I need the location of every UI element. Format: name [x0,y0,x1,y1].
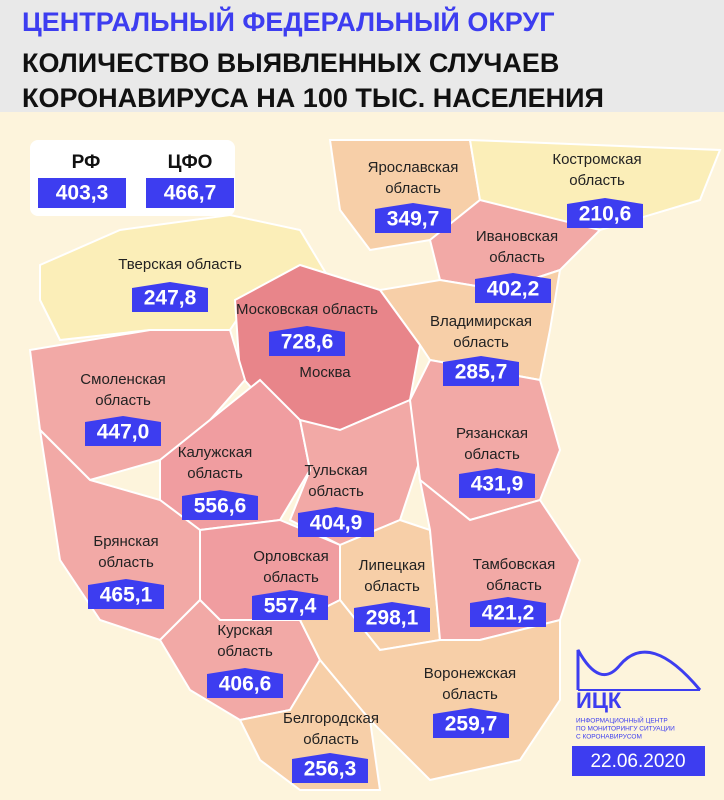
region-name: Орловская [253,548,328,565]
region-name: область [385,180,441,197]
header-band [0,0,724,112]
value-label: 285,7 [455,361,508,384]
summary-label: ЦФО [168,152,213,173]
logo-wave [576,649,702,691]
region-name: область [217,643,273,660]
logo-text: ИНФОРМАЦИОННЫЙ ЦЕНТР [576,716,668,725]
region-name: Тамбовская [473,556,556,573]
value-label: 404,9 [310,512,363,535]
title-line1: ЦЕНТРАЛЬНЫЙ ФЕДЕРАЛЬНЫЙ ОКРУГ [22,6,555,37]
map [28,138,722,791]
region-name: область [98,554,154,571]
value-box [207,668,283,698]
region-name: Калужская [178,444,252,461]
value-label: 556,6 [194,495,247,518]
value-label: 447,0 [97,421,150,444]
value-box [292,753,368,783]
region-name: Липецкая [359,557,426,574]
logo-abbr: ИЦК [576,688,622,713]
logo-text: С КОРОНАВИРУСОМ [576,734,642,741]
region-name: область [187,465,243,482]
summary-value: 466,7 [164,182,217,205]
region-name: область [303,731,359,748]
value-label: 298,1 [366,607,419,630]
region-name: область [464,446,520,463]
title-line2: КОЛИЧЕСТВО ВЫЯВЛЕННЫХ СЛУЧАЕВ [22,48,559,78]
value-box [269,326,345,356]
value-label: 349,7 [387,208,440,231]
date-box [572,746,705,776]
value-label: 406,6 [219,673,272,696]
value-label: 210,6 [579,203,632,226]
summary-value: 403,3 [56,182,109,205]
region-name: Тверская область [118,256,242,273]
summary-label: РФ [72,152,101,173]
value-box [567,198,643,228]
region-name: Костромская [552,151,641,168]
region-name: Ивановская [476,228,558,245]
region-name: Воронежская [424,665,516,682]
region-name: область [486,577,542,594]
value-box [146,178,234,208]
value-box [252,590,328,620]
value-box [375,203,451,233]
value-label: 247,8 [144,287,197,310]
value-label: 256,3 [304,758,357,781]
region-name: область [569,172,625,189]
value-box [85,416,161,446]
title-line3: КОРОНАВИРУСА НА 100 ТЫС. НАСЕЛЕНИЯ [22,83,604,113]
region-name: Брянская [93,533,158,550]
value-label: 557,4 [264,595,317,618]
region-name: Курская [217,622,272,639]
region-name: Московская область [236,301,378,318]
logo: ИЦК ИНФОРМАЦИОННЫЙ ЦЕНТР ПО МОНИТОРИНГУ … [572,649,705,776]
region-name: Владимирская [430,313,532,330]
value-box [459,468,535,498]
value-box [298,507,374,537]
value-label: 259,7 [445,713,498,736]
value-label: 431,9 [471,473,524,496]
region-name: область [489,249,545,266]
value-label: 465,1 [100,584,153,607]
value-label: 402,2 [487,278,540,301]
region-name: область [442,686,498,703]
value-label: 728,6 [281,331,334,354]
value-box [132,282,208,312]
value-box [38,178,126,208]
region-name: область [263,569,319,586]
value-box [182,490,258,520]
logo-text: ПО МОНИТОРИНГУ СИТУАЦИИ [576,726,675,733]
region-name: область [308,483,364,500]
value-box [470,597,546,627]
region-name: Смоленская [80,371,165,388]
region-name: Рязанская [456,425,528,442]
date: 22.06.2020 [590,751,685,772]
region-name: область [95,392,151,409]
value-box [433,708,509,738]
value-label: 421,2 [482,602,535,625]
value-box [88,579,164,609]
value-box [354,602,430,632]
value-box [475,273,551,303]
region-name: область [453,334,509,351]
region-name: Белгородская [283,710,379,727]
value-box [443,356,519,386]
region-name: Ярославская [368,159,459,176]
moscow-label: Москва [299,364,351,381]
region-name: область [364,578,420,595]
region-name: Тульская [305,462,368,479]
